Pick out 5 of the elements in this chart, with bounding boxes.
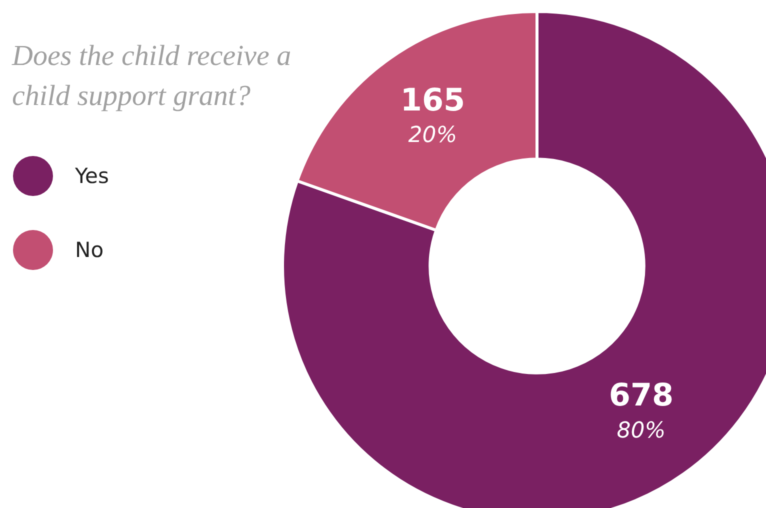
legend-label: No [75, 238, 104, 262]
text: Does the child receive a child support grant? [12, 39, 292, 114]
data-label: 678 80% [608, 378, 674, 444]
legend-label: Yes [75, 164, 109, 188]
data-label: 165 20% [400, 82, 466, 148]
